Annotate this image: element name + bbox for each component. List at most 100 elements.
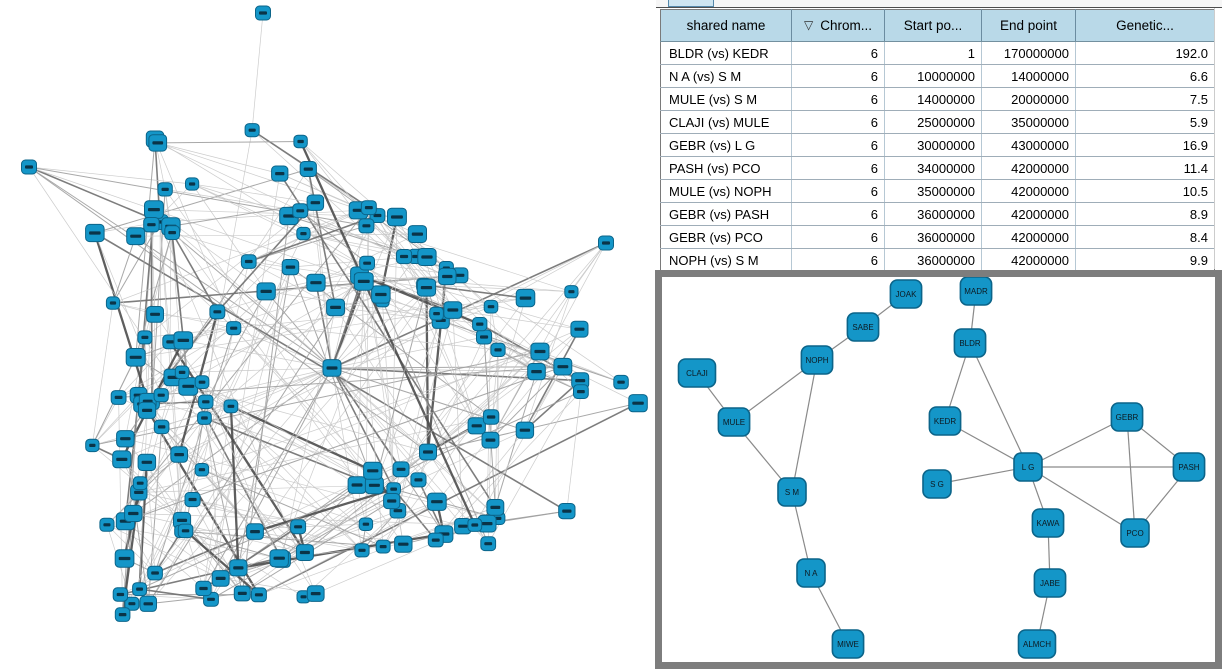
network-node[interactable] <box>347 476 367 494</box>
network-node[interactable] <box>322 359 342 377</box>
network-node[interactable] <box>99 517 115 532</box>
network-node[interactable] <box>290 519 307 535</box>
network-node-na[interactable]: N A <box>796 558 826 588</box>
network-node[interactable] <box>553 357 573 376</box>
table-row[interactable]: CLAJI (vs) MULE 6 25000000 35000000 5.9 <box>660 110 1215 134</box>
network-node-sm[interactable]: S M <box>777 477 807 507</box>
network-node[interactable] <box>481 431 500 449</box>
network-node[interactable] <box>256 282 276 301</box>
network-node[interactable] <box>375 539 391 554</box>
table-row[interactable]: MULE (vs) S M 6 14000000 20000000 7.5 <box>660 87 1215 111</box>
toolbar-tab-fragment[interactable] <box>668 0 714 7</box>
network-node-pco[interactable]: PCO <box>1120 518 1150 548</box>
network-node[interactable] <box>229 559 248 577</box>
network-node[interactable] <box>296 590 311 604</box>
network-node[interactable] <box>383 493 401 510</box>
network-node[interactable] <box>353 272 374 291</box>
network-node[interactable] <box>269 549 289 568</box>
network-node[interactable] <box>147 565 163 581</box>
network-node[interactable] <box>443 301 463 319</box>
column-header-end-point[interactable]: End point <box>981 9 1076 42</box>
network-node[interactable] <box>299 161 317 177</box>
network-node[interactable] <box>126 227 146 246</box>
network-node[interactable] <box>137 453 157 472</box>
network-node[interactable] <box>132 476 148 491</box>
network-node[interactable] <box>429 306 444 321</box>
network-node[interactable] <box>143 217 160 233</box>
network-node[interactable] <box>628 394 648 413</box>
network-node[interactable] <box>410 472 427 488</box>
network-node[interactable] <box>148 134 168 152</box>
table-row[interactable]: NOPH (vs) S M 6 36000000 42000000 9.9 <box>660 248 1215 272</box>
network-node[interactable] <box>112 587 129 602</box>
network-node[interactable] <box>137 330 153 345</box>
network-node[interactable] <box>396 249 413 265</box>
network-node[interactable] <box>153 419 170 435</box>
network-node[interactable] <box>138 401 157 419</box>
network-node[interactable] <box>417 248 437 266</box>
network-node[interactable] <box>360 200 377 216</box>
network-node[interactable] <box>363 461 383 480</box>
network-node[interactable] <box>124 504 143 522</box>
network-node[interactable] <box>233 585 251 602</box>
network-node[interactable] <box>194 463 210 477</box>
network-node[interactable] <box>112 450 132 469</box>
network-node[interactable] <box>476 329 493 345</box>
network-node-jabe[interactable]: JABE <box>1033 568 1067 598</box>
network-node[interactable] <box>209 304 226 320</box>
network-node[interactable] <box>211 570 230 587</box>
network-canvas-main[interactable] <box>0 0 655 669</box>
table-row[interactable]: BLDR (vs) KEDR 6 1 170000000 192.0 <box>660 41 1215 65</box>
network-node[interactable] <box>157 182 173 197</box>
network-node[interactable] <box>139 595 157 612</box>
network-node-almch[interactable]: ALMCH <box>1017 629 1057 659</box>
network-node[interactable] <box>132 582 148 597</box>
network-node[interactable] <box>515 288 536 308</box>
network-node[interactable] <box>185 177 200 191</box>
network-node[interactable] <box>419 443 437 461</box>
network-node[interactable] <box>358 218 375 234</box>
network-node[interactable] <box>173 331 194 350</box>
network-node[interactable] <box>240 254 257 269</box>
network-node[interactable] <box>570 320 589 338</box>
network-node-sg[interactable]: S G <box>922 469 952 499</box>
network-node[interactable] <box>483 299 499 314</box>
network-node-claji[interactable]: CLAJI <box>677 358 717 388</box>
table-row[interactable]: GEBR (vs) L G 6 30000000 43000000 16.9 <box>660 133 1215 157</box>
network-node[interactable] <box>306 585 325 602</box>
table-row[interactable]: GEBR (vs) PASH 6 36000000 42000000 8.9 <box>660 202 1215 226</box>
network-node-kedr[interactable]: KEDR <box>928 406 962 436</box>
network-node[interactable] <box>170 446 189 463</box>
network-node[interactable] <box>564 285 579 299</box>
network-node[interactable] <box>293 134 308 149</box>
network-node[interactable] <box>467 417 486 435</box>
network-node[interactable] <box>197 411 212 425</box>
network-node-miwe[interactable]: MIWE <box>831 629 865 659</box>
network-node[interactable] <box>407 225 427 244</box>
network-node[interactable] <box>486 499 505 516</box>
network-node[interactable] <box>530 342 550 361</box>
table-row[interactable]: MULE (vs) NOPH 6 35000000 42000000 10.5 <box>660 179 1215 203</box>
network-node[interactable] <box>306 273 326 292</box>
network-node[interactable] <box>482 409 500 425</box>
network-node[interactable] <box>194 375 210 389</box>
network-node[interactable] <box>114 549 135 568</box>
column-header-shared-name[interactable]: shared name <box>660 9 792 42</box>
network-node[interactable] <box>387 207 407 227</box>
network-node[interactable] <box>177 523 194 539</box>
network-node[interactable] <box>195 580 212 597</box>
network-node[interactable] <box>358 517 374 531</box>
network-node[interactable] <box>125 348 146 367</box>
network-node[interactable] <box>480 536 497 552</box>
table-row[interactable]: GEBR (vs) PCO 6 36000000 42000000 8.4 <box>660 225 1215 249</box>
network-node[interactable] <box>416 278 437 297</box>
network-node[interactable] <box>427 492 447 511</box>
network-node[interactable] <box>427 532 444 548</box>
network-node[interactable] <box>394 535 413 553</box>
network-node[interactable] <box>174 365 190 380</box>
network-node[interactable] <box>146 306 165 323</box>
network-node[interactable] <box>246 523 264 540</box>
network-node[interactable] <box>116 430 135 448</box>
network-node[interactable] <box>392 461 410 478</box>
network-canvas-subnetwork[interactable]: JOAK SABE NOPH CLAJI MULE S M N A MIWE MADR BLDR K… <box>662 277 1215 662</box>
